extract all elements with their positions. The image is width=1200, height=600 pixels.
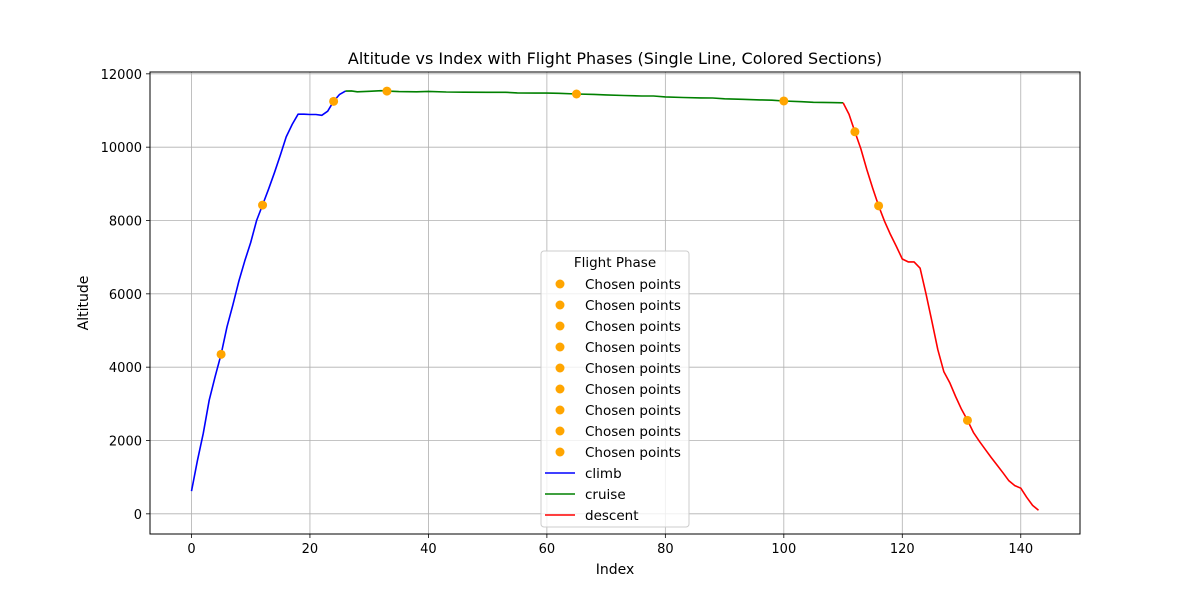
grid-layer (150, 72, 1080, 534)
legend-entry-label: Chosen points (585, 277, 681, 293)
legend-entry-label: Chosen points (585, 445, 681, 461)
legend-marker-chosen-points (555, 363, 565, 373)
x-tick-label: 80 (657, 542, 674, 557)
legend-entry-label: Chosen points (585, 382, 681, 398)
chosen-point-marker (874, 201, 884, 211)
chosen-point-marker (962, 415, 972, 425)
chosen-point-marker (258, 200, 268, 210)
x-tick-label: 40 (420, 542, 437, 557)
chosen-point-marker (329, 96, 339, 106)
chosen-point-marker (779, 96, 789, 106)
y-tick-label: 12000 (101, 68, 142, 83)
y-tick-label: 4000 (109, 361, 142, 376)
chosen-points-layer (216, 86, 972, 425)
legend-marker-chosen-points (555, 426, 565, 436)
legend-entry-label: climb (585, 466, 622, 482)
legend-entry-label: Chosen points (585, 319, 681, 335)
legend-box (540, 250, 690, 528)
chosen-point-marker (216, 349, 226, 359)
plot-frame (149, 71, 1081, 535)
legend-marker-chosen-points (555, 384, 565, 394)
y-tick-label: 6000 (109, 288, 142, 303)
legend-entry-label: descent (585, 508, 639, 524)
legend-title: Flight Phase (574, 255, 656, 271)
x-tick-label: 60 (539, 542, 556, 557)
x-tick-label: 20 (302, 542, 319, 557)
x-tick-label: 100 (771, 542, 796, 557)
legend-marker-chosen-points (555, 447, 565, 457)
legend-entry-label: Chosen points (585, 298, 681, 314)
x-tick-label: 120 (890, 542, 915, 557)
legend-entry-label: Chosen points (585, 403, 681, 419)
ticks-layer: 0 20 40 60 80 100 120 140 0 2000 4000 6000 8000 10000… (101, 68, 1034, 557)
legend-marker-chosen-points (555, 321, 565, 331)
legend-entry-label: Chosen points (585, 340, 681, 356)
y-tick-label: 2000 (109, 435, 142, 450)
y-axis-label: Altitude (76, 276, 92, 331)
legend-marker-chosen-points (555, 342, 565, 352)
chosen-point-marker (850, 127, 860, 137)
x-tick-label: 0 (187, 542, 195, 557)
x-tick-label: 140 (1008, 542, 1033, 557)
legend-marker-chosen-points (555, 300, 565, 310)
legend-entry-label: Chosen points (585, 424, 681, 440)
chosen-point-marker (382, 86, 392, 96)
chart-title: Altitude vs Index with Flight Phases (Si… (348, 49, 882, 68)
legend-entries: Chosen points Chosen points Chosen points C… (545, 277, 681, 524)
legend-marker-chosen-points (555, 279, 565, 289)
series-layer (190, 89, 1040, 511)
legend-entry-label: cruise (585, 487, 626, 503)
series-line-descent (842, 102, 1040, 511)
series-line-cruise (345, 89, 844, 104)
series-line-climb (190, 90, 346, 492)
y-tick-label: 10000 (101, 141, 142, 156)
legend-entry-label: Chosen points (585, 361, 681, 377)
y-tick-label: 8000 (109, 215, 142, 230)
chosen-point-marker (571, 89, 581, 99)
legend-marker-chosen-points (555, 405, 565, 415)
y-tick-label: 0 (134, 508, 142, 523)
x-axis-label: Index (596, 562, 635, 578)
